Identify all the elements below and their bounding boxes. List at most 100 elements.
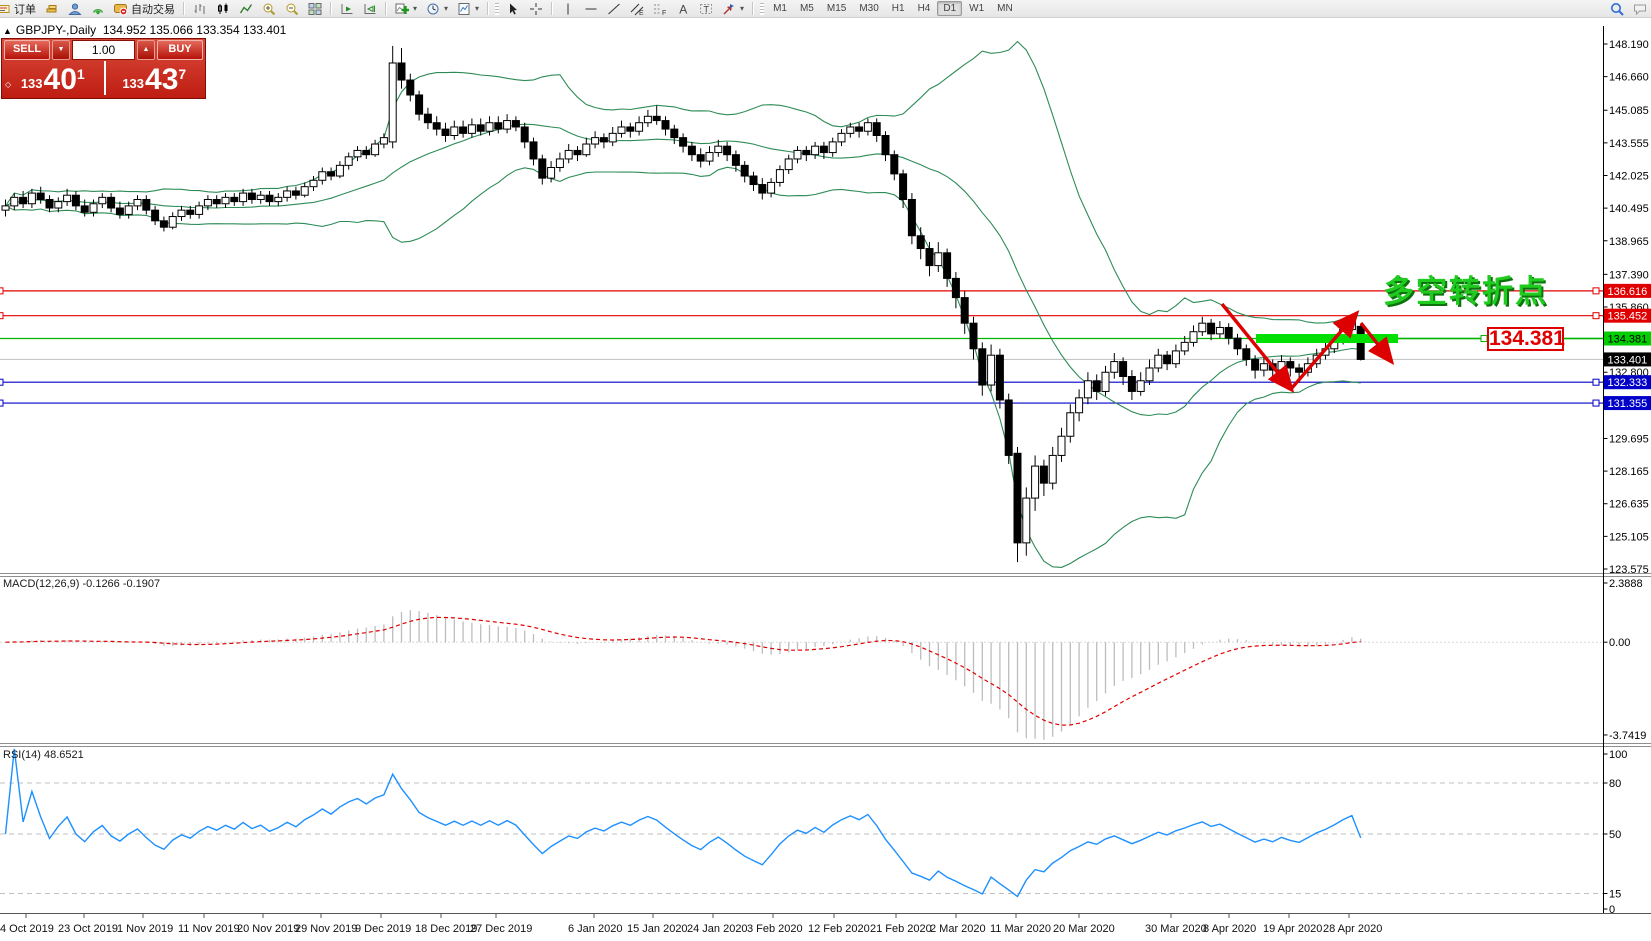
volume-decrease-button[interactable]: ▼ [52, 39, 70, 60]
macd-signal-line [5, 616, 1361, 726]
panel-collapse-icon[interactable]: ◇ [5, 80, 12, 89]
level-line-anchor[interactable] [0, 399, 4, 407]
volume-increase-button[interactable]: ▲ [137, 39, 155, 60]
candle-body [1295, 367, 1304, 373]
autotrading-button[interactable]: 自动交易 [110, 0, 179, 17]
highlight-bar[interactable] [1256, 334, 1398, 344]
turning-point-annotation[interactable]: 多空转折点 [1383, 274, 1548, 309]
zigzag-arrow[interactable] [1359, 321, 1395, 366]
candle-body [274, 196, 283, 203]
hline-icon[interactable] [580, 0, 602, 17]
candle-body [907, 198, 916, 237]
candle-body [1207, 322, 1216, 335]
level-line-anchor[interactable] [0, 378, 4, 386]
autoscroll-icon[interactable] [336, 0, 358, 17]
tile-icon[interactable] [304, 0, 326, 17]
timeframe-button-h1[interactable]: H1 [891, 3, 905, 14]
candle-body [679, 137, 688, 147]
candle-body [538, 158, 547, 179]
axis-badge [1604, 396, 1651, 411]
timeframe-button-m30[interactable]: M30 [859, 3, 879, 14]
price-divider [103, 61, 106, 95]
gold-icon[interactable] [41, 0, 63, 17]
timeframe-button-mn[interactable]: MN [997, 3, 1013, 14]
vline-icon[interactable] [557, 0, 579, 17]
candle-body [168, 216, 177, 228]
toolbar-separator [752, 2, 755, 15]
candle-body [943, 252, 952, 279]
candle-body [124, 205, 133, 215]
candles-icon[interactable] [212, 0, 234, 17]
candle-body [1110, 361, 1119, 373]
sell-button[interactable]: SELL [4, 39, 50, 60]
candle-body [54, 201, 63, 209]
level-line-anchor[interactable] [1592, 378, 1600, 386]
crosshair-icon[interactable] [525, 0, 547, 17]
timeframe-button-h4[interactable]: H4 [917, 3, 931, 14]
candle-body [881, 134, 890, 156]
svg-text:E: E [639, 10, 644, 16]
timeframe-button-m1[interactable]: M1 [773, 3, 787, 14]
candle-body [934, 252, 943, 267]
rsi-tick-label: 15 [1609, 889, 1621, 901]
level-line-anchor[interactable] [0, 312, 4, 320]
candle-body [511, 120, 520, 128]
candle-body [432, 122, 441, 130]
date-label: 11 Mar 2020 [990, 923, 1051, 935]
candle-body [362, 149, 371, 156]
trendline-icon[interactable] [603, 0, 625, 17]
axis-badge-label: 132.333 [1608, 377, 1648, 389]
indicators-icon[interactable]: ▾ [391, 0, 421, 17]
cursor-icon[interactable] [502, 0, 524, 17]
price-tick-label: 145.085 [1609, 105, 1649, 117]
signals-icon[interactable] [87, 0, 109, 17]
level-line-anchor[interactable] [1592, 399, 1600, 407]
svg-text:A: A [679, 2, 687, 16]
candle-body [353, 149, 362, 158]
level-line-anchor[interactable] [1592, 312, 1600, 320]
candle-body [159, 220, 168, 228]
candle-body [406, 79, 415, 96]
zoomout-icon[interactable] [281, 0, 303, 17]
search-icon[interactable] [1606, 0, 1628, 17]
new-order-button[interactable]: 订单 [0, 0, 40, 17]
candle-body [300, 186, 309, 196]
chartshift-icon[interactable] [359, 0, 381, 17]
text-icon[interactable]: A [672, 0, 694, 17]
price-callout-box[interactable]: 134.381 [1487, 327, 1565, 351]
timeframe-button-d1[interactable]: D1 [937, 1, 963, 16]
candle-body [811, 145, 820, 156]
arrows-icon[interactable]: ▾ [718, 0, 748, 17]
zigzag-arrow[interactable] [1220, 302, 1295, 393]
toolbar-separator [330, 2, 332, 15]
level-line-anchor[interactable] [0, 287, 4, 295]
volume-input[interactable]: 1.00 [72, 39, 135, 60]
chat-icon[interactable] [1629, 0, 1651, 17]
bars-icon[interactable] [189, 0, 211, 17]
level-line-anchor[interactable] [1592, 287, 1600, 295]
buy-button[interactable]: BUY [157, 39, 203, 60]
periods-icon[interactable]: ▾ [422, 0, 452, 17]
linechart-icon[interactable] [235, 0, 257, 17]
candle-body [115, 207, 124, 215]
fibo-icon[interactable]: F [649, 0, 671, 17]
channel-icon[interactable]: E [626, 0, 648, 17]
buy-price[interactable]: 133 43 7 [104, 59, 206, 97]
zigzag-arrow[interactable] [1289, 310, 1360, 391]
candle-body [63, 194, 72, 203]
toolbar-grip[interactable] [760, 2, 765, 15]
candle-body [951, 277, 960, 299]
toolbar-grip[interactable] [495, 2, 500, 15]
timeframe-button-m15[interactable]: M15 [826, 3, 847, 14]
timeframe-button-w1[interactable]: W1 [969, 3, 985, 14]
label-icon[interactable]: T [695, 0, 717, 17]
candle-body [1039, 465, 1048, 484]
candle-body [978, 348, 987, 386]
sell-price[interactable]: 133 40 1 [2, 59, 104, 97]
templates-icon[interactable]: ▾ [453, 0, 483, 17]
candle-body [573, 149, 582, 156]
toolbar-separator [385, 2, 387, 15]
community-icon[interactable] [64, 0, 86, 17]
zoomin-icon[interactable] [258, 0, 280, 17]
timeframe-button-m5[interactable]: M5 [799, 3, 814, 14]
